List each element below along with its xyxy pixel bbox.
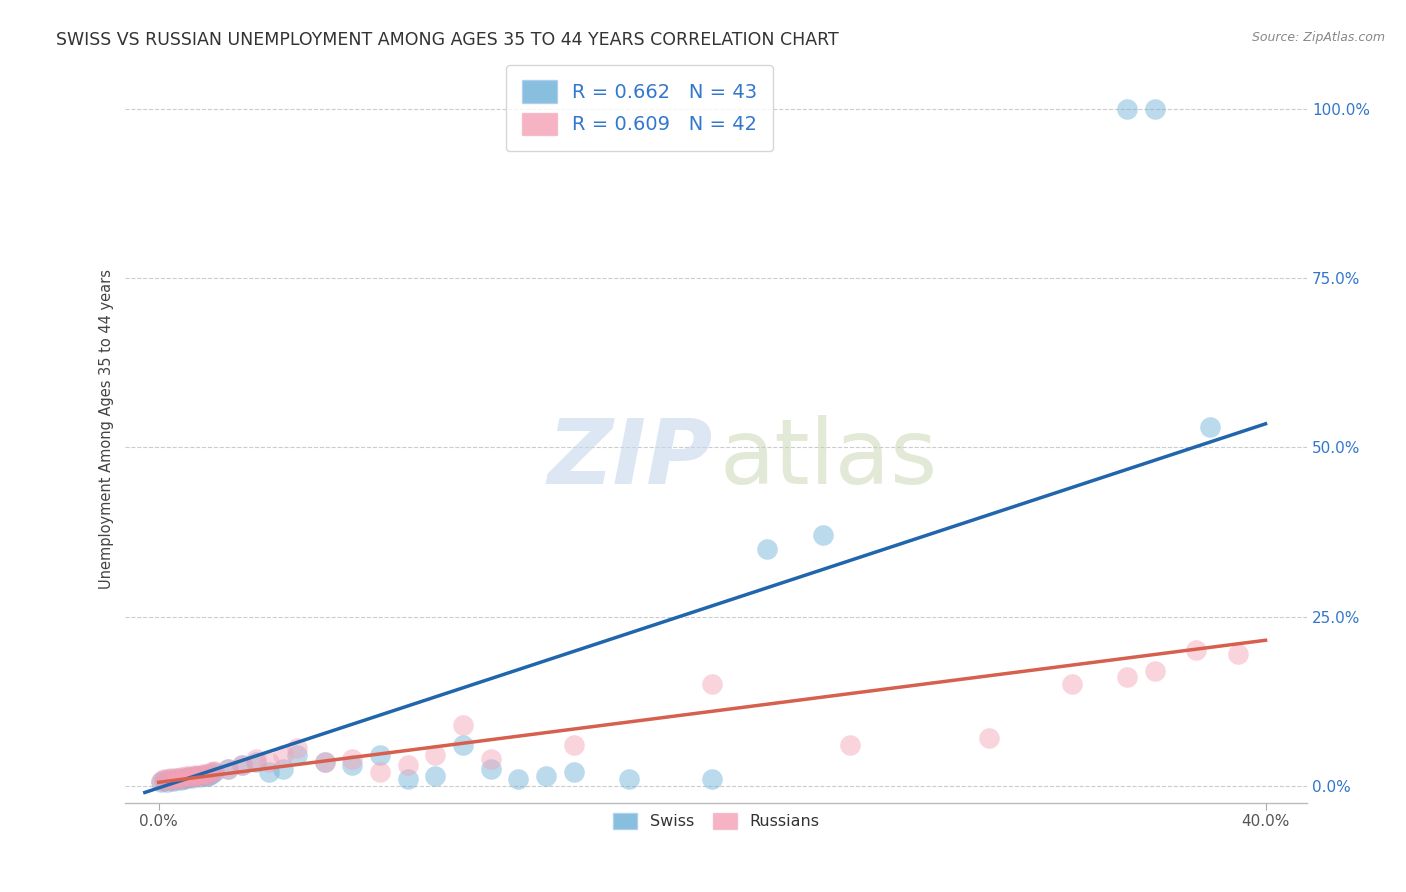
Point [165, 772, 187, 787]
Point [180, 771, 202, 785]
Point [617, 772, 640, 786]
Point [245, 751, 267, 765]
Point [479, 751, 502, 765]
Point [197, 768, 219, 782]
Point [1116, 102, 1139, 116]
Point [167, 772, 190, 786]
Point [1143, 102, 1166, 116]
Point [1226, 647, 1249, 661]
Point [156, 774, 179, 789]
Point [150, 774, 173, 789]
Point [188, 770, 211, 784]
Point [194, 767, 217, 781]
Point [173, 771, 195, 785]
Point [217, 762, 239, 776]
Point [179, 770, 201, 784]
Point [153, 773, 176, 788]
Point [425, 768, 447, 782]
Point [425, 748, 447, 763]
Point [451, 738, 474, 752]
Point [285, 748, 308, 763]
Point [1060, 677, 1083, 691]
Point [173, 772, 195, 786]
Point [756, 541, 779, 556]
Point [159, 771, 181, 785]
Point [180, 770, 202, 784]
Point [314, 755, 336, 769]
Point [231, 758, 253, 772]
Point [259, 765, 281, 780]
Point [396, 772, 419, 786]
Point [811, 528, 834, 542]
Text: SWISS VS RUSSIAN UNEMPLOYMENT AMONG AGES 35 TO 44 YEARS CORRELATION CHART: SWISS VS RUSSIAN UNEMPLOYMENT AMONG AGES… [56, 31, 839, 49]
Point [368, 765, 391, 780]
Point [179, 769, 201, 783]
Point [700, 772, 723, 786]
Legend: Swiss, Russians: Swiss, Russians [606, 806, 827, 836]
Point [194, 768, 217, 782]
Point [162, 772, 184, 787]
Point [342, 751, 364, 765]
Point [159, 772, 181, 786]
Point [245, 755, 267, 769]
Point [202, 765, 225, 780]
Point [259, 755, 281, 769]
Point [202, 764, 225, 778]
Point [562, 765, 585, 780]
Point [1116, 670, 1139, 684]
Point [170, 770, 193, 784]
Point [271, 748, 294, 763]
Point [977, 731, 1000, 746]
Point [191, 768, 214, 782]
Point [1199, 420, 1222, 434]
Point [314, 755, 336, 769]
Point [839, 738, 862, 752]
Point [479, 762, 502, 776]
Point [1143, 664, 1166, 678]
Text: ZIP: ZIP [547, 415, 713, 503]
Point [170, 773, 193, 788]
Point [534, 768, 557, 782]
Point [176, 771, 198, 785]
Point [150, 775, 173, 789]
Point [156, 773, 179, 788]
Point [153, 772, 176, 786]
Point [451, 718, 474, 732]
Point [186, 768, 208, 782]
Point [183, 768, 205, 782]
Point [197, 769, 219, 783]
Point [342, 758, 364, 772]
Y-axis label: Unemployment Among Ages 35 to 44 years: Unemployment Among Ages 35 to 44 years [100, 268, 114, 589]
Point [188, 769, 211, 783]
Point [231, 758, 253, 772]
Point [562, 738, 585, 752]
Point [200, 766, 222, 780]
Point [285, 741, 308, 756]
Text: atlas: atlas [720, 415, 938, 503]
Point [162, 774, 184, 789]
Point [1185, 643, 1208, 657]
Point [186, 769, 208, 783]
Point [700, 677, 723, 691]
Point [167, 771, 190, 785]
Point [183, 768, 205, 782]
Point [176, 768, 198, 782]
Point [191, 766, 214, 780]
Point [271, 762, 294, 776]
Point [200, 765, 222, 780]
Point [165, 771, 187, 785]
Point [368, 748, 391, 763]
Point [396, 758, 419, 772]
Point [217, 762, 239, 776]
Text: Source: ZipAtlas.com: Source: ZipAtlas.com [1251, 31, 1385, 45]
Point [508, 772, 530, 786]
